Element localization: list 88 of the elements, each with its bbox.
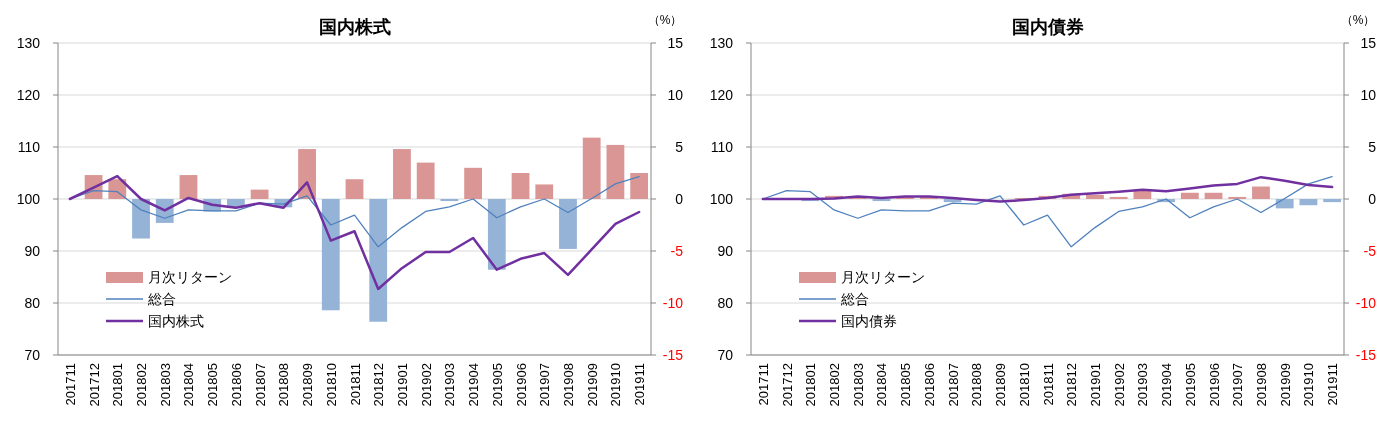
y-tick-label: 100: [16, 191, 41, 207]
x-tick-label: 201909: [584, 363, 600, 407]
legend-label: 総合: [147, 291, 176, 307]
y2-tick-label: -5: [1363, 243, 1377, 259]
x-tick-label: 201911: [632, 363, 648, 406]
x-tick-label: 201712: [779, 363, 795, 407]
x-tick-label: 201809: [300, 363, 316, 407]
x-tick-label: 201801: [110, 363, 126, 407]
y2-tick-label: -5: [670, 243, 684, 259]
x-tick-label: 201906: [513, 363, 529, 407]
x-tick-label: 201805: [205, 363, 221, 407]
x-tick-label: 201711: [62, 363, 78, 406]
y-tick-label: 80: [717, 295, 734, 311]
x-tick-label: 201804: [181, 363, 197, 407]
y2-tick-label: -15: [1355, 347, 1377, 363]
y2-tick-label: 0: [675, 191, 684, 207]
x-tick-label: 201908: [560, 363, 576, 407]
x-tick-label: 201808: [276, 363, 292, 407]
x-tick-label: 201711: [755, 363, 771, 406]
x-tick-label: 201903: [1135, 363, 1151, 407]
x-tick-label: 201810: [1016, 363, 1032, 407]
x-tick-label: 201901: [394, 363, 410, 407]
legend-label: 総合: [840, 291, 869, 307]
y2-tick-label: -15: [662, 347, 684, 363]
y-tick-label: 70: [24, 347, 41, 363]
y2-tick-label: 10: [1360, 87, 1377, 103]
y2-tick-label: -10: [1355, 295, 1377, 311]
y2-tick-label: 5: [675, 139, 684, 155]
x-tick-label: 201905: [489, 363, 505, 407]
x-tick-label: 201803: [157, 363, 173, 407]
y2-tick-label: 15: [667, 35, 684, 51]
legend-label: 月次リターン: [841, 269, 925, 285]
x-tick-label: 201901: [1087, 363, 1103, 407]
legend-label: 国内株式: [148, 313, 204, 329]
x-tick-label: 201902: [1111, 363, 1127, 407]
y-tick-label: 110: [17, 139, 41, 155]
y2-tick-label: -10: [662, 295, 684, 311]
x-tick-label: 201805: [898, 363, 914, 407]
legend-label: 月次リターン: [148, 269, 232, 285]
y-tick-label: 120: [16, 87, 41, 103]
x-tick-label: 201712: [86, 363, 102, 407]
legend-label: 国内債券: [841, 313, 897, 329]
x-tick-label: 201807: [252, 363, 268, 407]
y-tick-label: 90: [24, 243, 41, 259]
x-tick-label: 201909: [1277, 363, 1293, 407]
y2-axis-title: （%）: [1340, 13, 1376, 27]
x-tick-label: 201910: [608, 363, 624, 407]
x-tick-label: 201905: [1182, 363, 1198, 407]
y-tick-label: 110: [710, 139, 734, 155]
y-tick-label: 70: [717, 347, 734, 363]
x-tick-label: 201802: [827, 363, 843, 407]
x-tick-label: 201803: [850, 363, 866, 407]
y2-tick-label: 10: [667, 87, 684, 103]
x-tick-label: 201809: [993, 363, 1009, 407]
y-tick-label: 130: [16, 35, 41, 51]
y2-tick-label: 5: [1368, 139, 1377, 155]
y2-tick-label: 15: [1360, 35, 1377, 51]
x-tick-label: 201902: [418, 363, 434, 407]
y-tick-label: 80: [24, 295, 41, 311]
x-tick-label: 201911: [1325, 363, 1341, 406]
x-tick-label: 201811: [347, 363, 363, 406]
x-tick-label: 201907: [537, 363, 553, 407]
x-tick-label: 201903: [442, 363, 458, 407]
x-tick-label: 201807: [945, 363, 961, 407]
x-tick-label: 201904: [466, 363, 482, 407]
y-tick-label: 100: [709, 191, 734, 207]
x-tick-label: 201801: [803, 363, 819, 407]
x-tick-label: 201904: [1159, 363, 1175, 407]
y-tick-label: 120: [709, 87, 734, 103]
y2-axis-title: （%）: [647, 13, 683, 27]
x-tick-label: 201806: [921, 363, 937, 407]
x-tick-label: 201907: [1230, 363, 1246, 407]
x-tick-label: 201811: [1040, 363, 1056, 406]
chart-title: 国内株式: [318, 17, 391, 37]
y2-tick-label: 0: [1368, 191, 1377, 207]
x-tick-label: 201812: [1064, 363, 1080, 407]
y-tick-label: 130: [709, 35, 734, 51]
x-tick-label: 201910: [1301, 363, 1317, 407]
y-tick-label: 90: [717, 243, 734, 259]
x-tick-label: 201808: [969, 363, 985, 407]
x-tick-label: 201810: [323, 363, 339, 407]
x-tick-label: 201906: [1206, 363, 1222, 407]
x-tick-label: 201804: [874, 363, 890, 407]
x-tick-label: 201812: [371, 363, 387, 407]
x-tick-label: 201806: [228, 363, 244, 407]
x-tick-label: 201802: [134, 363, 150, 407]
x-tick-label: 201908: [1253, 363, 1269, 407]
chart-title: 国内債券: [1011, 17, 1084, 37]
